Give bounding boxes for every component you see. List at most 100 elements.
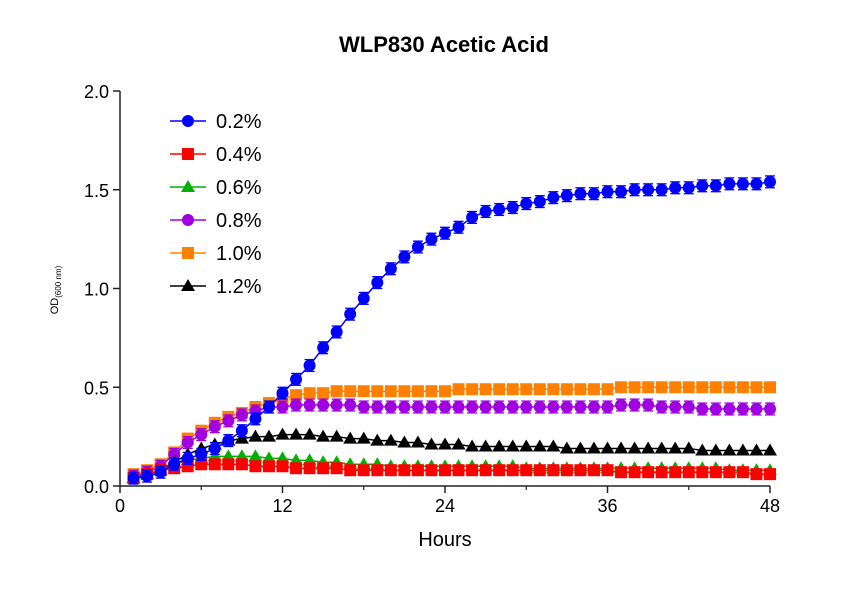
data-point xyxy=(261,429,276,442)
data-point xyxy=(520,401,533,413)
data-point xyxy=(222,458,235,471)
data-point xyxy=(357,401,370,413)
legend-label: 0.8% xyxy=(216,210,262,232)
data-point xyxy=(723,466,736,479)
data-point xyxy=(763,443,777,456)
data-point xyxy=(141,470,154,483)
data-point xyxy=(222,434,235,447)
legend-item: 0.8% xyxy=(170,210,262,232)
data-point xyxy=(587,383,600,396)
data-point xyxy=(709,402,722,415)
data-point xyxy=(330,385,343,398)
data-point xyxy=(682,466,695,479)
data-point xyxy=(235,408,248,421)
data-point xyxy=(735,443,750,456)
data-point xyxy=(764,381,776,394)
data-point xyxy=(573,441,588,454)
x-tick-label: 24 xyxy=(435,496,455,516)
data-point xyxy=(614,441,629,454)
data-point xyxy=(303,359,316,372)
data-point xyxy=(749,443,764,456)
data-point xyxy=(303,387,316,400)
data-point xyxy=(181,452,194,465)
data-point xyxy=(723,402,736,415)
data-point xyxy=(655,401,668,413)
data-point xyxy=(493,464,506,477)
data-point xyxy=(466,464,479,477)
data-point xyxy=(425,464,438,477)
data-point xyxy=(303,462,316,475)
data-point xyxy=(195,448,208,461)
data-point xyxy=(723,381,736,394)
data-point xyxy=(764,402,776,415)
y-axis-label-group: OD(600 nm) xyxy=(49,265,63,314)
data-point xyxy=(235,424,248,437)
data-point xyxy=(208,420,221,433)
data-point xyxy=(262,460,275,473)
data-point xyxy=(506,383,519,396)
data-point xyxy=(154,466,167,479)
data-point xyxy=(722,443,737,456)
y-axis-label-sub: (600 nm) xyxy=(54,265,63,297)
data-point xyxy=(642,466,655,479)
data-point xyxy=(547,401,560,413)
data-point xyxy=(357,385,370,398)
data-point xyxy=(452,383,465,396)
data-point xyxy=(182,214,194,226)
data-point xyxy=(600,441,615,454)
data-point xyxy=(384,262,397,275)
data-point xyxy=(709,179,722,192)
data-point xyxy=(208,458,221,471)
data-point xyxy=(262,401,275,413)
data-point xyxy=(439,464,451,477)
data-point xyxy=(615,399,628,412)
data-point xyxy=(168,458,181,471)
data-point xyxy=(764,175,776,188)
data-point xyxy=(425,385,438,398)
data-point xyxy=(371,385,384,398)
data-point xyxy=(627,441,642,454)
data-point xyxy=(303,399,316,412)
data-point xyxy=(248,449,263,462)
data-point xyxy=(574,187,587,200)
legend-label: 1.2% xyxy=(216,276,262,298)
data-point xyxy=(411,241,424,254)
data-point xyxy=(506,201,519,214)
data-point xyxy=(682,181,695,194)
data-point xyxy=(439,227,451,240)
data-point xyxy=(356,431,371,444)
data-point xyxy=(559,441,574,454)
data-point xyxy=(357,292,370,305)
series-0.2% xyxy=(127,175,776,485)
data-point xyxy=(398,385,411,398)
data-point xyxy=(654,441,669,454)
data-point xyxy=(208,442,221,455)
data-point xyxy=(317,399,330,412)
data-point xyxy=(750,402,763,415)
series-0.8% xyxy=(127,398,776,483)
data-point xyxy=(478,439,493,452)
x-tick-label: 36 xyxy=(597,496,617,516)
legend-item: 1.0% xyxy=(170,243,262,265)
data-point xyxy=(344,464,357,477)
y-axis-label: OD(600 nm) xyxy=(49,265,63,314)
data-point xyxy=(182,148,194,160)
data-point xyxy=(615,381,628,394)
data-point xyxy=(397,435,412,448)
legend-label: 1.0% xyxy=(216,243,262,265)
data-point xyxy=(384,401,397,413)
data-point xyxy=(655,466,668,479)
data-point xyxy=(438,437,452,450)
data-point xyxy=(452,464,465,477)
data-point xyxy=(560,189,573,202)
data-point xyxy=(289,427,304,440)
data-point xyxy=(410,435,425,448)
data-point xyxy=(560,401,573,413)
data-point xyxy=(709,381,722,394)
data-point xyxy=(317,462,330,475)
data-point xyxy=(682,381,695,394)
data-point xyxy=(411,401,424,413)
data-point xyxy=(371,276,384,289)
